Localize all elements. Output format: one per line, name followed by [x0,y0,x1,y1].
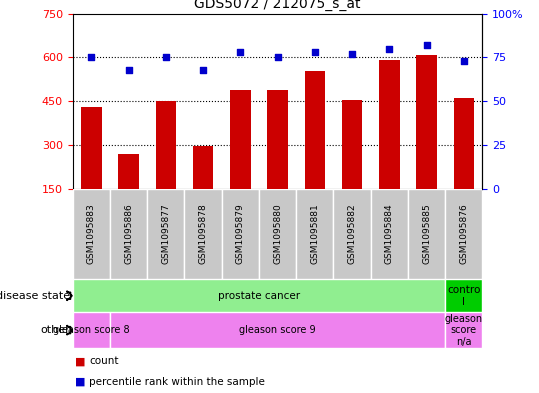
Bar [119,154,139,189]
Text: gleason score 8: gleason score 8 [53,325,130,335]
Bar [305,71,325,189]
Bar [73,189,110,279]
Point [459,58,468,64]
Point [422,42,431,48]
Bar [445,312,482,348]
Bar [73,312,110,348]
Point [199,66,208,73]
Text: gleason
score
n/a: gleason score n/a [445,314,483,347]
Text: gleason score 9: gleason score 9 [239,325,316,335]
Text: GSM1095880: GSM1095880 [273,204,282,264]
Bar [147,189,184,279]
Bar [416,55,437,189]
Text: GSM1095881: GSM1095881 [310,204,319,264]
Point [348,51,356,57]
Bar [230,90,251,189]
Text: percentile rank within the sample: percentile rank within the sample [89,377,265,387]
Bar [453,98,474,189]
Point [310,49,319,55]
Text: GSM1095879: GSM1095879 [236,204,245,264]
Text: prostate cancer: prostate cancer [218,291,300,301]
Text: GSM1095878: GSM1095878 [198,204,208,264]
Text: ■: ■ [75,377,86,387]
Bar [110,189,147,279]
Bar [259,189,296,279]
Text: GSM1095886: GSM1095886 [124,204,133,264]
Text: GSM1095882: GSM1095882 [348,204,357,264]
Text: GSM1095876: GSM1095876 [459,204,468,264]
Text: disease state: disease state [0,291,70,301]
Point [273,54,282,61]
Bar [334,189,371,279]
Bar [408,189,445,279]
Bar [193,146,213,189]
Bar [81,107,102,189]
Bar [342,100,362,189]
Bar [296,189,334,279]
Bar [445,189,482,279]
Text: GSM1095884: GSM1095884 [385,204,394,264]
Bar [445,279,482,312]
Text: GSM1095877: GSM1095877 [161,204,170,264]
Point [125,66,133,73]
Text: ■: ■ [75,356,86,366]
Bar [371,189,408,279]
Text: other: other [40,325,70,335]
Point [236,49,245,55]
Point [87,54,96,61]
Text: contro
l: contro l [447,285,480,307]
Point [385,46,393,52]
Bar [110,312,445,348]
Bar [184,189,222,279]
Bar [156,101,176,189]
Text: GSM1095885: GSM1095885 [422,204,431,264]
Bar [379,61,399,189]
Text: count: count [89,356,119,366]
Bar [267,90,288,189]
Text: GSM1095883: GSM1095883 [87,204,96,264]
Title: GDS5072 / 212075_s_at: GDS5072 / 212075_s_at [195,0,361,11]
Bar [222,189,259,279]
Point [162,54,170,61]
